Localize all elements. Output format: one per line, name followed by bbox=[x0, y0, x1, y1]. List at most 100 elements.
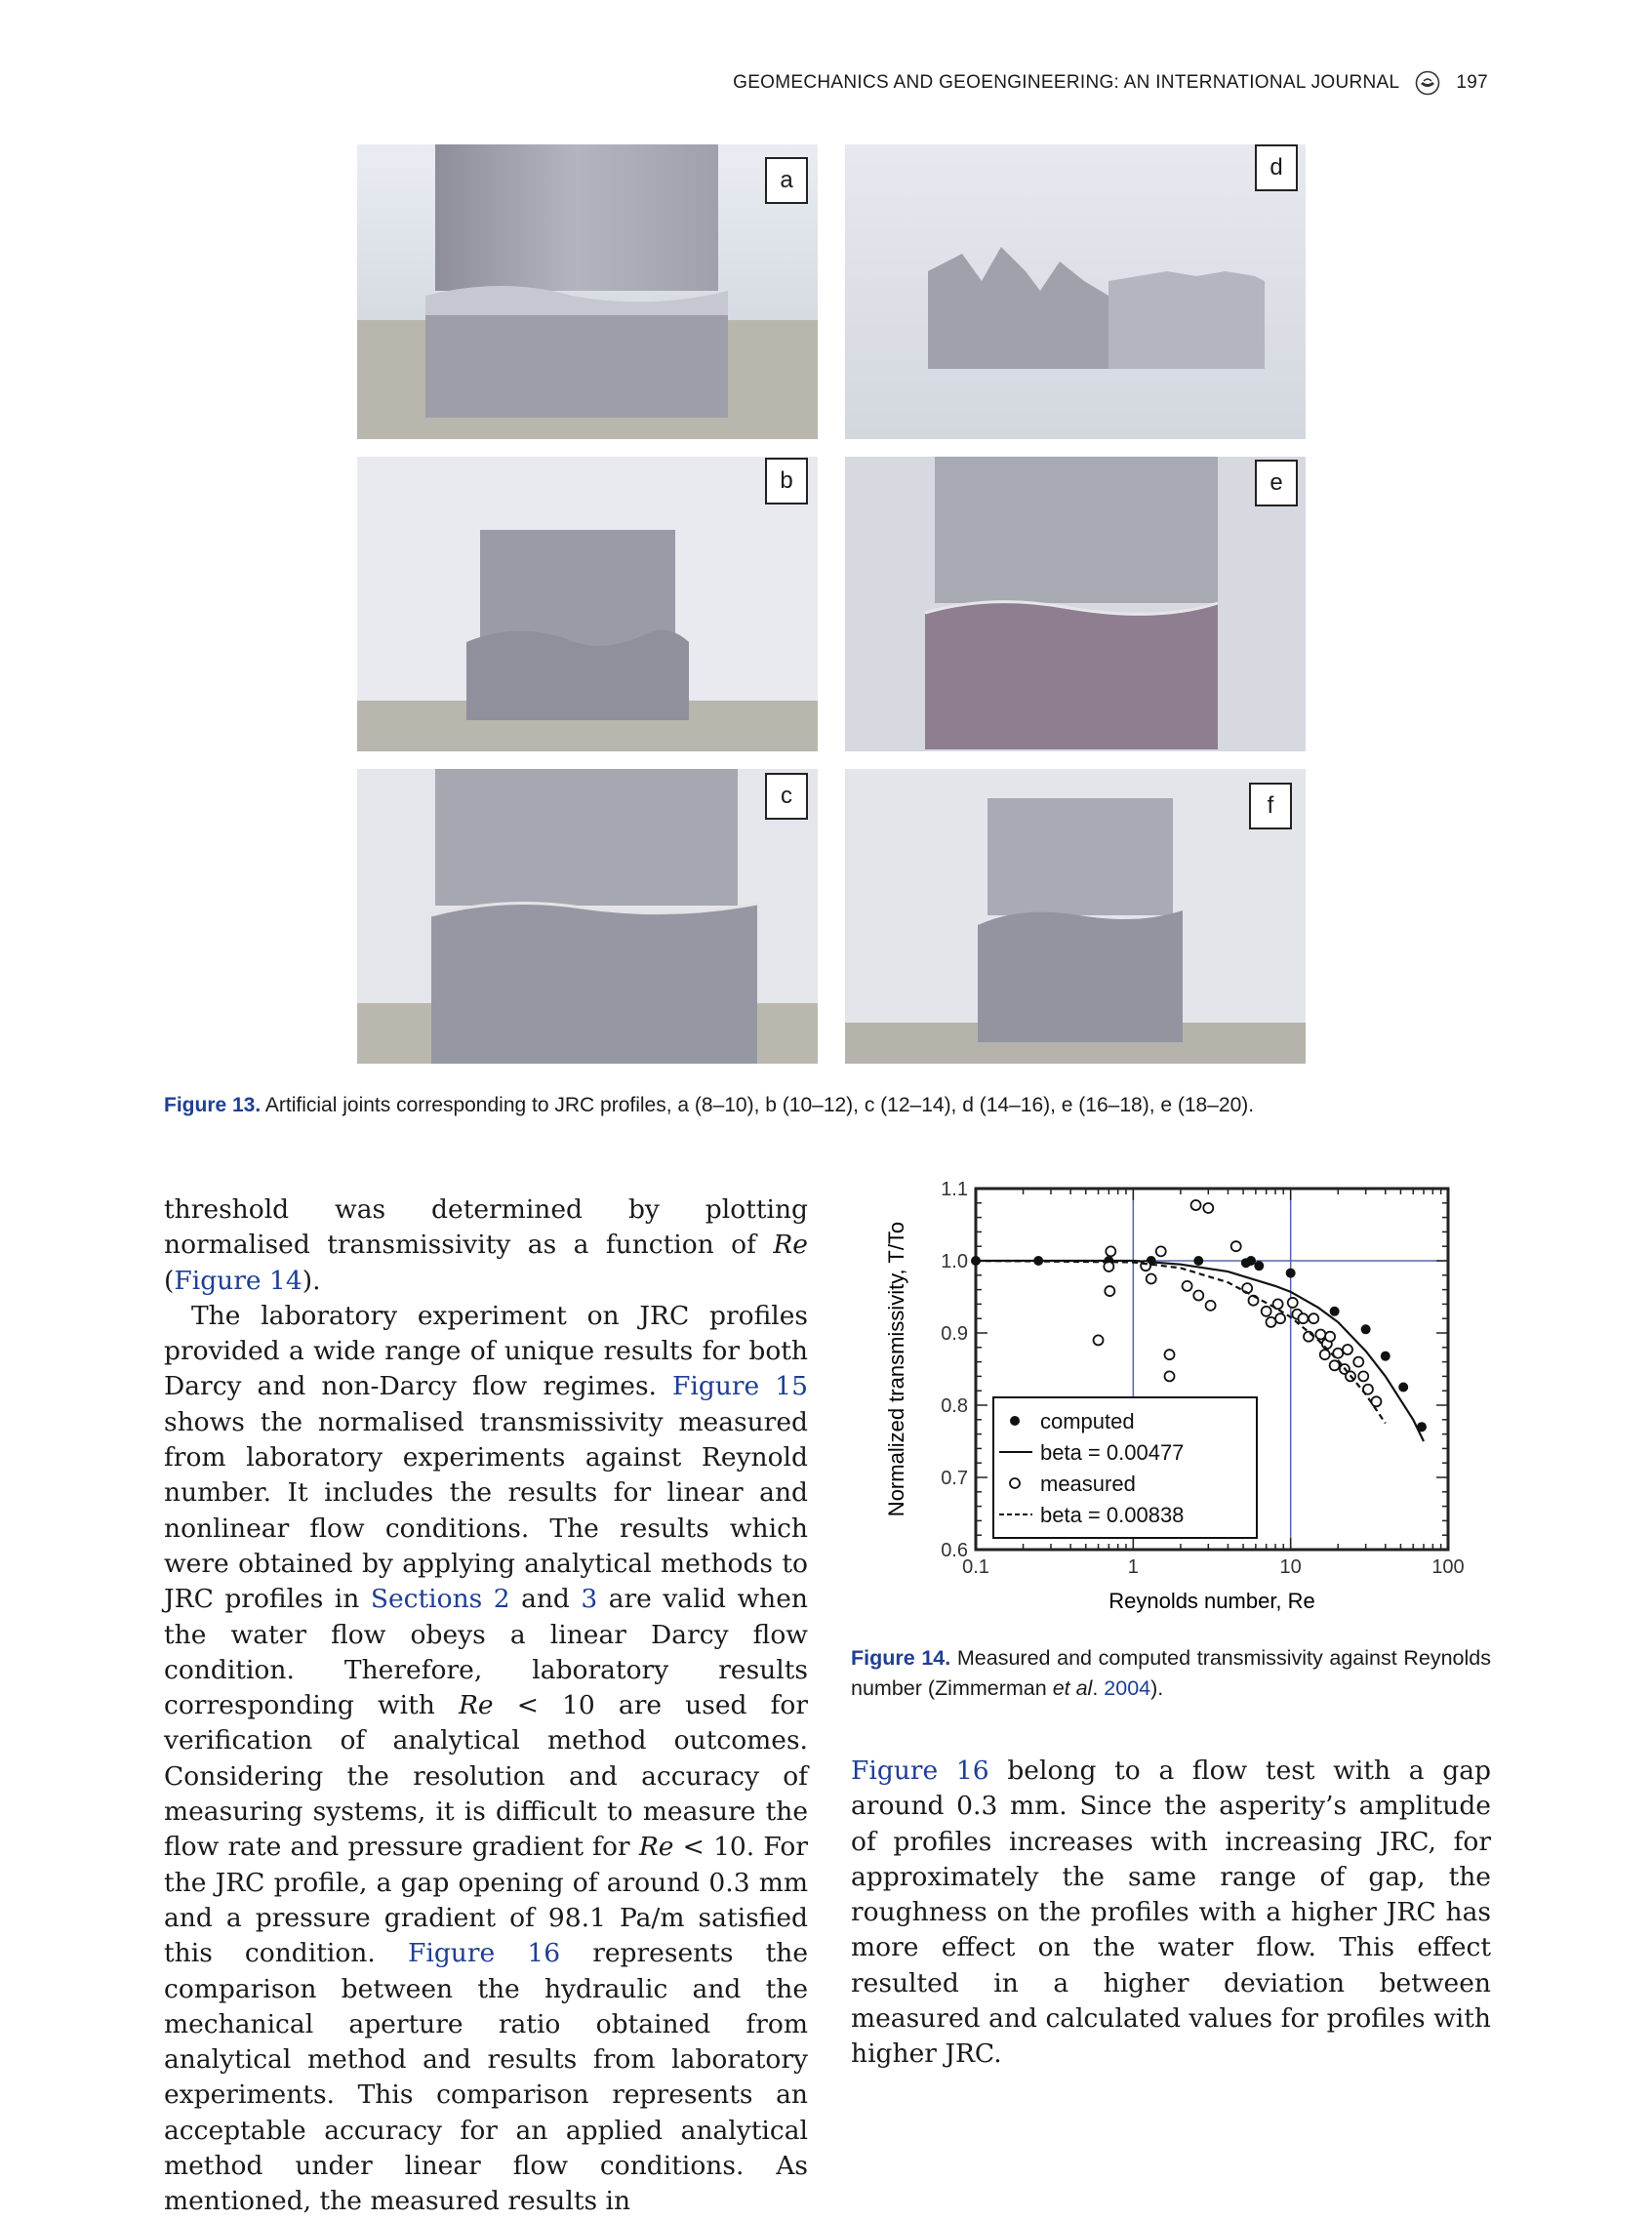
data-point bbox=[1329, 1306, 1340, 1316]
data-point bbox=[1193, 1256, 1204, 1266]
figure-15-link[interactable]: Figure 15 bbox=[672, 1371, 808, 1402]
plot-frame bbox=[974, 1187, 1450, 1552]
text-run: et al bbox=[1052, 1676, 1093, 1700]
panel-label-d: d bbox=[1255, 144, 1298, 191]
photo-panel-e bbox=[845, 457, 1306, 751]
data-point bbox=[1303, 1330, 1314, 1343]
series-line bbox=[975, 1259, 1387, 1425]
right-column: Figure 16 belong to a flow test with a g… bbox=[851, 1754, 1491, 2073]
text-run: ( bbox=[164, 1265, 175, 1296]
photo-panel-a bbox=[357, 144, 818, 439]
data-point bbox=[1324, 1330, 1336, 1343]
data-point bbox=[1192, 1289, 1205, 1302]
data-point bbox=[1308, 1312, 1320, 1325]
panel-label-f: f bbox=[1249, 783, 1292, 829]
figure-14-caption: Figure 14. Measured and computed transmi… bbox=[851, 1643, 1491, 1704]
panel-label-c: c bbox=[765, 773, 808, 820]
photo-panel-d bbox=[845, 144, 1306, 439]
data-point bbox=[1360, 1324, 1371, 1335]
x-tick-label: 0.1 bbox=[962, 1556, 989, 1578]
figure-14-link[interactable]: Figure 14 bbox=[174, 1265, 302, 1296]
chart-legend: computed beta = 0.00477 measured beta = 0.0… bbox=[992, 1396, 1258, 1539]
reference-2004-link[interactable]: 2004 bbox=[1104, 1676, 1151, 1700]
symbol-re: Re bbox=[638, 1832, 674, 1863]
paragraph-1: threshold was determined by plotting nor… bbox=[164, 1192, 808, 1299]
data-point bbox=[1204, 1299, 1217, 1312]
figure-14-chart: 0.1 1 10 100 0.6 0.7 0.8 0.9 1.0 1.1 computed beta… bbox=[884, 1179, 1465, 1613]
axis-ticks: 0.1 1 10 100 0.6 0.7 0.8 0.9 1.0 1.1 bbox=[941, 1179, 1465, 1578]
data-point bbox=[1274, 1312, 1286, 1325]
text-run: ). bbox=[302, 1265, 321, 1296]
x-tick-label: 10 bbox=[1280, 1556, 1302, 1578]
symbol-re: Re bbox=[458, 1690, 494, 1721]
data-point bbox=[1370, 1395, 1383, 1408]
data-point bbox=[1297, 1312, 1310, 1325]
series-line bbox=[976, 1259, 1425, 1442]
data-point bbox=[1163, 1349, 1176, 1361]
data-point bbox=[1104, 1285, 1116, 1297]
figure-14-label: Figure 14. bbox=[851, 1646, 951, 1670]
section-3-link[interactable]: 3 bbox=[581, 1584, 598, 1615]
legend-marker bbox=[1010, 1416, 1020, 1426]
x-axis-label: Reynolds number, Re bbox=[1108, 1589, 1315, 1613]
legend-marker bbox=[1009, 1477, 1021, 1489]
data-point bbox=[1189, 1199, 1202, 1211]
data-point bbox=[1163, 1370, 1176, 1383]
data-point bbox=[1398, 1382, 1409, 1393]
figure-13-caption: Figure 13. Artificial joints correspondi… bbox=[164, 1091, 1511, 1120]
data-point bbox=[1286, 1297, 1299, 1309]
legend-entry: beta = 0.00838 bbox=[1040, 1503, 1184, 1527]
data-point bbox=[1154, 1245, 1167, 1258]
figure-13-label: Figure 13. bbox=[164, 1094, 262, 1116]
photo-panel-f bbox=[845, 769, 1306, 1064]
data-point bbox=[1202, 1202, 1215, 1214]
legend-entry: beta = 0.00477 bbox=[1040, 1440, 1184, 1465]
y-tick-label: 1.0 bbox=[941, 1251, 968, 1272]
figure-16-link[interactable]: Figure 16 bbox=[407, 1938, 561, 1969]
data-point bbox=[1285, 1268, 1296, 1278]
data-point bbox=[1380, 1351, 1390, 1361]
legend-box bbox=[992, 1396, 1258, 1539]
journal-title: GEOMECHANICS AND GEOENGINEERING: AN INTE… bbox=[733, 72, 1400, 93]
y-tick-label: 0.8 bbox=[941, 1395, 968, 1417]
running-head: GEOMECHANICS AND GEOENGINEERING: AN INTE… bbox=[733, 70, 1488, 96]
data-point bbox=[1318, 1349, 1331, 1361]
sections-2-link[interactable]: Sections 2 bbox=[370, 1584, 510, 1615]
x-tick-label: 100 bbox=[1431, 1556, 1464, 1578]
text-run: < 10 are used for verification of analyt… bbox=[164, 1690, 809, 1863]
data-point bbox=[1145, 1272, 1157, 1285]
publisher-logo-icon bbox=[1416, 70, 1440, 96]
text-run: . bbox=[1092, 1676, 1105, 1700]
panel-label-b: b bbox=[765, 458, 808, 505]
text-run: and bbox=[509, 1584, 582, 1615]
data-point bbox=[1352, 1355, 1365, 1368]
y-axis-label: Normalized transmissivity, T/To bbox=[884, 1222, 908, 1516]
data-point bbox=[1105, 1245, 1117, 1258]
data-point bbox=[1254, 1261, 1265, 1271]
data-point bbox=[1103, 1261, 1115, 1272]
data-point bbox=[1314, 1328, 1327, 1341]
text-run: belong to a flow test with a gap around … bbox=[851, 1756, 1491, 2070]
data-point bbox=[1229, 1240, 1242, 1253]
symbol-re: Re bbox=[773, 1230, 808, 1261]
data-point bbox=[1092, 1334, 1105, 1347]
data-point bbox=[1357, 1370, 1370, 1383]
text-run: represents the comparison between the hy… bbox=[164, 1938, 809, 2217]
left-column: threshold was determined by plotting nor… bbox=[164, 1192, 808, 2220]
legend-entry: computed bbox=[1040, 1409, 1135, 1433]
data-point bbox=[1362, 1383, 1374, 1395]
data-point bbox=[1332, 1347, 1345, 1359]
data-point bbox=[1181, 1280, 1193, 1292]
text-run: are valid when the water flow obeys a li… bbox=[164, 1584, 808, 1721]
text-run: Measured and computed transmissivity aga… bbox=[851, 1646, 1491, 1700]
text-run: ). bbox=[1150, 1676, 1164, 1700]
figure-13-caption-text: Artificial joints corresponding to JRC p… bbox=[264, 1094, 1255, 1116]
data-point bbox=[1246, 1256, 1257, 1266]
x-tick-label: 1 bbox=[1128, 1556, 1139, 1578]
series-layer bbox=[971, 1199, 1427, 1442]
paragraph-3: Figure 16 belong to a flow test with a g… bbox=[851, 1754, 1491, 2073]
y-tick-label: 1.1 bbox=[941, 1179, 968, 1200]
text-run: threshold was determined by plotting nor… bbox=[164, 1194, 808, 1261]
figure-16-link[interactable]: Figure 16 bbox=[851, 1756, 989, 1786]
text-run: shows the normalised transmissivity meas… bbox=[164, 1406, 808, 1615]
